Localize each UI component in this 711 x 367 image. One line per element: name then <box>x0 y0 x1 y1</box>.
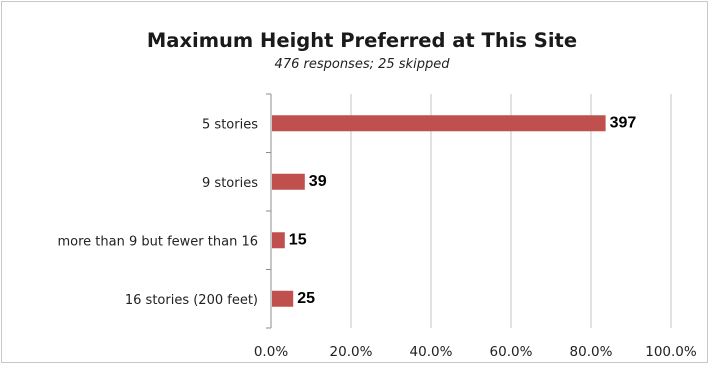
x-tick-label: 0.0% <box>254 344 288 360</box>
category-label: 16 stories (200 feet) <box>125 293 258 308</box>
x-tick-label: 100.0% <box>645 344 697 360</box>
bar-3 <box>272 232 285 249</box>
data-label: 25 <box>297 290 315 307</box>
chart-title: Maximum Height Preferred at This Site <box>147 29 577 52</box>
category-label: 5 stories <box>202 117 258 132</box>
gridlines <box>266 93 672 329</box>
data-label: 39 <box>309 173 327 190</box>
x-tick-label: 20.0% <box>330 344 373 360</box>
x-tick-label: 40.0% <box>410 344 453 360</box>
bar-4 <box>272 290 294 307</box>
bar-1 <box>272 115 606 132</box>
chart-subtitle: 476 responses; 25 skipped <box>275 57 451 72</box>
bars <box>272 115 606 307</box>
labels: 0.0% 20.0% 40.0% 60.0% 80.0% 100.0% 5 stories 3… <box>57 114 696 360</box>
category-label: more than 9 but fewer than 16 <box>57 234 258 249</box>
data-label: 15 <box>289 231 307 248</box>
bar-2 <box>272 173 305 190</box>
x-tick-label: 60.0% <box>490 344 533 360</box>
category-label: 9 stories <box>202 176 258 191</box>
x-tick-label: 80.0% <box>570 344 613 360</box>
data-label: 397 <box>610 114 637 131</box>
